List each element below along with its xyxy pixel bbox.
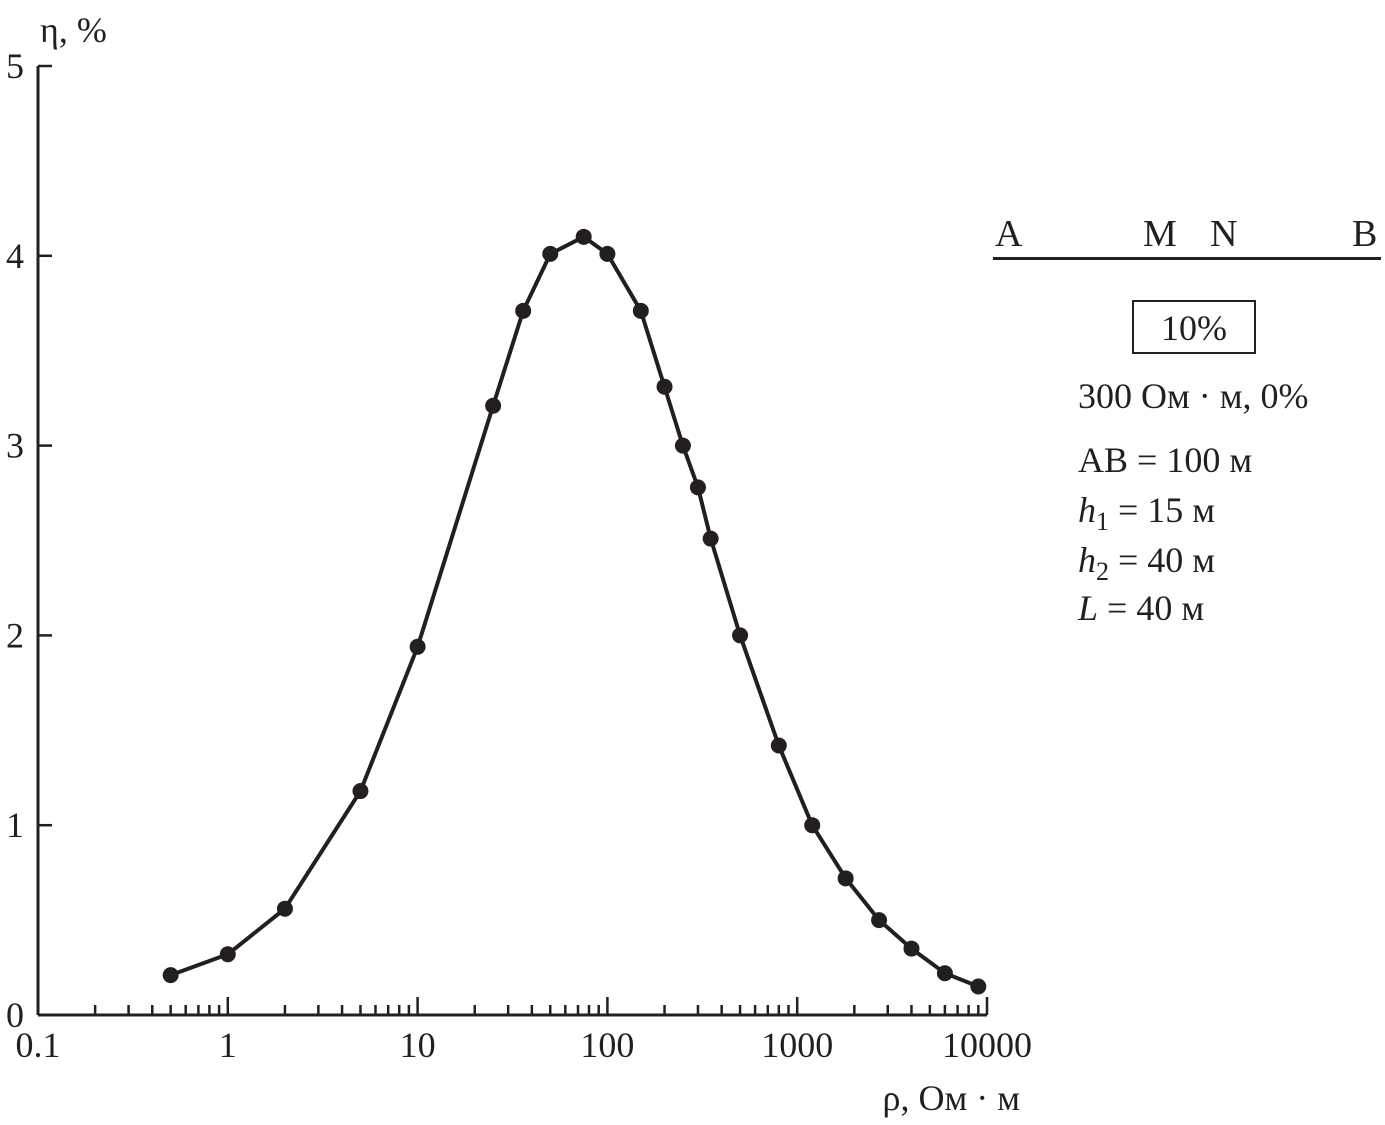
data-point bbox=[871, 912, 888, 929]
data-point bbox=[689, 479, 706, 496]
polarizable-body-box: 10% bbox=[1132, 300, 1256, 354]
data-point bbox=[276, 900, 293, 917]
x-axis-title: ρ, Ом · м bbox=[882, 1078, 1020, 1118]
series-line bbox=[170, 234, 980, 989]
x-tick-label-1: 1 bbox=[219, 1025, 237, 1065]
data-point bbox=[632, 302, 649, 319]
series bbox=[162, 228, 987, 995]
data-point bbox=[542, 245, 559, 262]
axes bbox=[36, 66, 987, 1017]
data-point bbox=[770, 737, 787, 754]
x-tick-label-100: 100 bbox=[580, 1025, 634, 1065]
electrode-a-label: A bbox=[995, 213, 1023, 255]
data-point bbox=[732, 627, 749, 644]
l-var: L bbox=[1078, 588, 1099, 628]
data-point bbox=[219, 946, 236, 963]
x-tick-label-10: 10 bbox=[400, 1025, 436, 1065]
l-label: L = 40 м bbox=[1078, 588, 1204, 628]
data-point bbox=[804, 817, 821, 834]
h1-value: = 15 м bbox=[1109, 490, 1216, 530]
h1-var: h bbox=[1078, 490, 1096, 530]
data-point bbox=[599, 245, 616, 262]
ticks: 0 1 2 3 4 5 0.1 1 10 100 1000 10000 bbox=[6, 46, 1032, 1065]
y-tick-label-3: 3 bbox=[6, 426, 24, 466]
data-point bbox=[970, 978, 987, 995]
data-point bbox=[485, 397, 502, 414]
data-point bbox=[409, 638, 426, 655]
y-tick-label-1: 1 bbox=[6, 805, 24, 845]
h2-value: = 40 м bbox=[1109, 540, 1216, 580]
survey-line bbox=[993, 257, 1381, 260]
y-axis-title: η, % bbox=[40, 10, 107, 50]
h2-var: h bbox=[1078, 540, 1096, 580]
x-tick-label-10000: 10000 bbox=[942, 1025, 1032, 1065]
data-point bbox=[702, 530, 719, 547]
data-point bbox=[837, 870, 854, 887]
y-tick-label-0: 0 bbox=[6, 995, 24, 1035]
y-tick-label-2: 2 bbox=[6, 615, 24, 655]
electrode-m-label: M bbox=[1143, 213, 1177, 255]
y-tick-label-5: 5 bbox=[6, 46, 24, 86]
h1-label: h1 = 15 м bbox=[1078, 490, 1215, 542]
h2-sub: 2 bbox=[1096, 557, 1109, 586]
data-point bbox=[903, 940, 920, 957]
data-point bbox=[656, 378, 673, 395]
host-rock-label: 300 Ом · м, 0% bbox=[1078, 376, 1309, 416]
data-point bbox=[674, 437, 691, 454]
ab-spacing-label: AB = 100 м bbox=[1078, 440, 1253, 480]
data-point bbox=[162, 967, 179, 984]
data-point bbox=[936, 965, 953, 982]
h1-sub: 1 bbox=[1096, 507, 1109, 536]
l-value: = 40 м bbox=[1098, 588, 1205, 628]
data-point bbox=[515, 302, 532, 319]
electrode-b-label: B bbox=[1352, 213, 1378, 255]
data-point bbox=[352, 783, 369, 800]
x-tick-label-0.1: 0.1 bbox=[16, 1025, 61, 1065]
h2-label: h2 = 40 м bbox=[1078, 540, 1215, 592]
electrode-n-label: N bbox=[1210, 213, 1238, 255]
x-tick-label-1000: 1000 bbox=[761, 1025, 833, 1065]
data-point bbox=[575, 228, 592, 245]
y-tick-label-4: 4 bbox=[6, 236, 24, 276]
